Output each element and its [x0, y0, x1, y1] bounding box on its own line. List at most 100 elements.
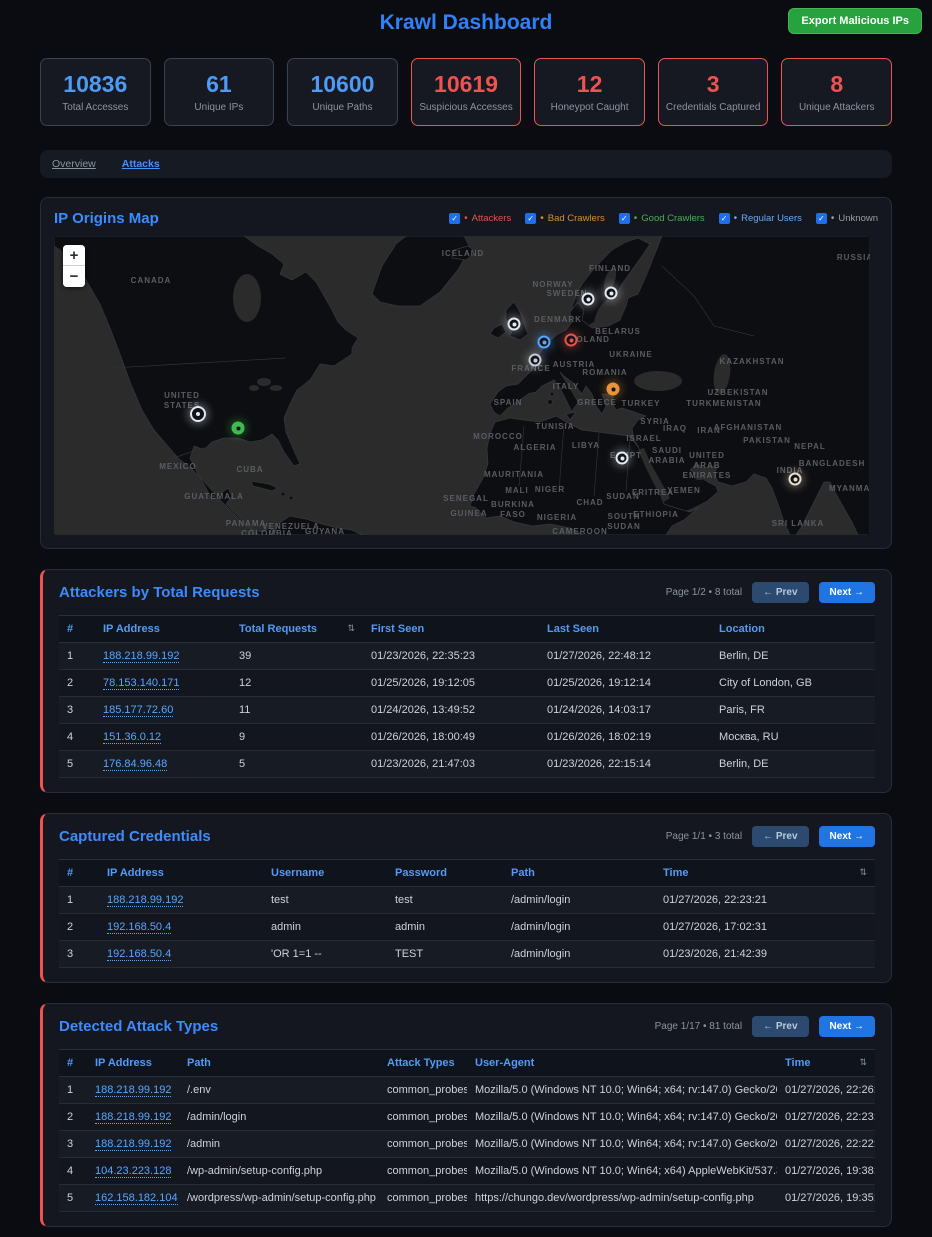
cell: 185.177.72.60 [95, 696, 231, 724]
map-marker[interactable] [788, 472, 802, 486]
ip-link[interactable]: 192.168.50.4 [107, 948, 172, 961]
marker-dot [569, 338, 573, 342]
next-button[interactable]: Next → [818, 826, 875, 847]
column-header[interactable]: Username [263, 859, 387, 887]
tab-attacks[interactable]: Attacks [121, 158, 160, 170]
legend-checkbox[interactable]: ✓ [718, 213, 730, 224]
marker-dot [196, 412, 200, 416]
world-map[interactable]: + − CANADA ICELAND UNITED STATES MEXICO CUBA… [54, 236, 870, 535]
map-marker[interactable] [528, 353, 542, 367]
ip-link[interactable]: 185.177.72.60 [103, 704, 174, 717]
legend-dot-icon: • [540, 213, 544, 224]
table-row: 2 192.168.50.4 admin admin/admin/login 01/27… [59, 913, 875, 941]
column-header[interactable]: Last Seen [539, 615, 711, 643]
column-header[interactable]: Password [387, 859, 503, 887]
cell: Berlin, DE [711, 642, 875, 670]
map-marker[interactable] [606, 382, 620, 396]
column-header[interactable]: # [59, 1049, 87, 1077]
ip-link[interactable]: 78.153.140.171 [103, 677, 180, 690]
marker-dot [512, 322, 516, 326]
cell: https://chungo.dev/wordpress/wp-admin/se… [467, 1184, 777, 1212]
legend-item: ✓ • Bad Crawlers [525, 213, 605, 224]
ip-link[interactable]: 104.23.223.128 [95, 1165, 172, 1178]
map-marker[interactable] [190, 406, 206, 422]
prev-button[interactable]: ← Prev [752, 826, 809, 847]
stat-label: Suspicious Accesses [419, 102, 513, 113]
column-header[interactable]: IP Address [87, 1049, 179, 1077]
cell: test [263, 886, 387, 914]
world-map-land [54, 236, 870, 535]
map-marker[interactable] [507, 317, 521, 331]
cell: 01/23/2026, 21:47:03 [363, 750, 539, 778]
cell: 01/27/2026, 19:35:33 [777, 1184, 875, 1212]
column-header[interactable]: IP Address [99, 859, 263, 887]
ip-link[interactable]: 162.158.182.104 [95, 1192, 178, 1205]
column-header[interactable]: Total Requests ⇅ [231, 615, 363, 643]
column-header[interactable]: Path [179, 1049, 379, 1077]
cell: 01/24/2026, 13:49:52 [363, 696, 539, 724]
legend-label: Bad Crawlers [547, 213, 605, 224]
marker-dot [620, 456, 624, 460]
column-header[interactable]: User-Agent [467, 1049, 777, 1077]
cell: TEST [387, 940, 503, 968]
map-marker[interactable] [581, 292, 595, 306]
stat-label: Unique Attackers [798, 102, 875, 113]
column-header[interactable]: First Seen [363, 615, 539, 643]
map-marker[interactable] [537, 335, 551, 349]
legend-checkbox[interactable]: ✓ [618, 213, 630, 224]
zoom-in-button[interactable]: + [63, 245, 85, 266]
table-row: 5 176.84.96.48 5 01/23/2026, 21:47:03 01/23/… [59, 750, 875, 778]
table-row: 2 188.218.99.192/admin/login common_probes… [59, 1103, 875, 1131]
ip-link[interactable]: 192.168.50.4 [107, 921, 172, 934]
page-label: Page 1/2 • 8 total [665, 587, 743, 598]
table-row: 1 188.218.99.192 test test/admin/login 01/27… [59, 886, 875, 914]
map-legend: ✓ • Attackers ✓ • Bad Crawlers ✓ • Good Crawlers… [449, 213, 878, 224]
prev-button[interactable]: ← Prev [752, 582, 809, 603]
tab-overview[interactable]: Overview [52, 158, 96, 170]
legend-checkbox[interactable]: ✓ [525, 213, 537, 224]
marker-dot [793, 477, 797, 481]
map-marker[interactable] [564, 333, 578, 347]
ip-link[interactable]: 151.36.0.12 [103, 731, 162, 744]
map-marker[interactable] [615, 451, 629, 465]
column-header[interactable]: IP Address [95, 615, 231, 643]
stat-value: 10836 [63, 71, 128, 97]
column-header[interactable]: Location [711, 615, 875, 643]
attack-types-table-card: Detected Attack Types Page 1/17 • 81 tot… [40, 1003, 892, 1227]
next-button[interactable]: Next → [818, 1016, 875, 1037]
map-zoom-control: + − [63, 245, 85, 287]
column-header[interactable]: Time ⇅ [655, 859, 875, 887]
ip-link[interactable]: 188.218.99.192 [95, 1084, 172, 1097]
prev-button[interactable]: ← Prev [752, 1016, 809, 1037]
column-header[interactable]: Attack Types [379, 1049, 467, 1077]
column-header[interactable]: # [59, 859, 99, 887]
section-title: Detected Attack Types [59, 1018, 219, 1035]
cell: 9 [231, 723, 363, 751]
map-marker[interactable] [604, 286, 618, 300]
map-marker[interactable] [231, 421, 245, 435]
zoom-out-button[interactable]: − [63, 266, 85, 287]
cell: common_probes [379, 1076, 467, 1104]
ip-link[interactable]: 188.218.99.192 [95, 1138, 172, 1151]
column-header[interactable]: # [59, 615, 95, 643]
table-row: 3 188.218.99.192/admin common_probes Mozill… [59, 1130, 875, 1158]
cell: 11 [231, 696, 363, 724]
cell: /.env [179, 1076, 379, 1104]
export-malicious-ips-button[interactable]: Export Malicious IPs [788, 8, 922, 34]
next-button[interactable]: Next → [818, 582, 875, 603]
ip-link[interactable]: 188.218.99.192 [107, 894, 184, 907]
ip-link[interactable]: 188.218.99.192 [103, 650, 180, 663]
cell: 162.158.182.104 [87, 1184, 179, 1212]
column-header[interactable]: Path [503, 859, 655, 887]
legend-checkbox[interactable]: ✓ [449, 213, 461, 224]
cell: admin [263, 913, 387, 941]
cell: 01/26/2026, 18:02:19 [539, 723, 711, 751]
legend-checkbox[interactable]: ✓ [815, 213, 827, 224]
cell: 2 [59, 669, 95, 697]
column-header[interactable]: Time ⇅ [777, 1049, 875, 1077]
cell: 01/25/2026, 19:12:05 [363, 669, 539, 697]
ip-link[interactable]: 176.84.96.48 [103, 758, 168, 771]
cell: Москва, RU [711, 723, 875, 751]
ip-link[interactable]: 188.218.99.192 [95, 1111, 172, 1124]
credentials-table-card: Captured Credentials Page 1/1 • 3 total … [40, 813, 892, 983]
